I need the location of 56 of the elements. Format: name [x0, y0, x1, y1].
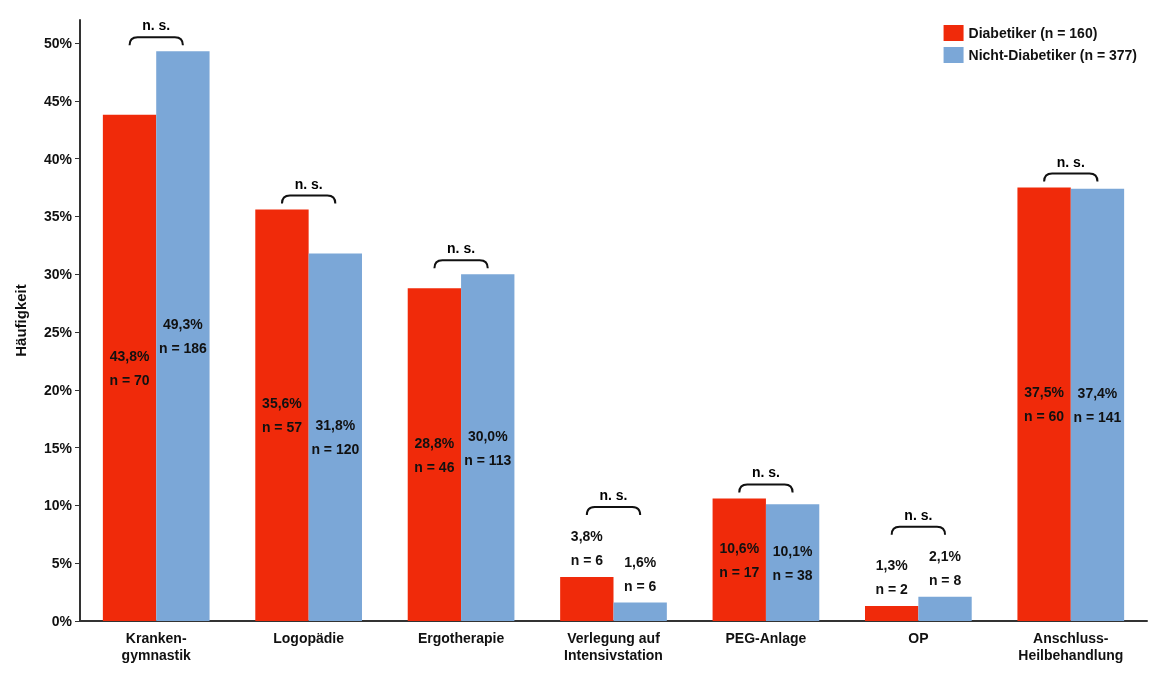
y-tick-label: 5% — [51, 555, 73, 572]
legend-label: Nicht-Diabetiker (n = 377) — [968, 47, 1137, 63]
bar — [765, 504, 820, 621]
x-tick-label: Ergotherapie — [417, 629, 505, 646]
y-tick-label: 10% — [43, 497, 73, 514]
bar — [255, 209, 309, 621]
bar — [712, 498, 766, 621]
legend-label: Diabetiker (n = 160) — [968, 25, 1098, 41]
y-tick-label: 15% — [43, 439, 73, 456]
bar — [613, 602, 667, 621]
y-tick-label: 50% — [43, 35, 73, 52]
data-label: 37,4% n = 141 — [1073, 384, 1122, 425]
y-tick-label: 45% — [43, 92, 73, 109]
y-tick-label: 0% — [51, 613, 73, 629]
data-label: 37,5% n = 60 — [1024, 384, 1065, 425]
bar — [156, 51, 210, 621]
data-label: 28,8% n = 46 — [414, 434, 455, 475]
y-axis-title: Häufigkeit — [12, 284, 29, 357]
y-tick-label: 25% — [43, 324, 73, 341]
data-label: 1,6% n = 6 — [624, 553, 657, 594]
bar — [560, 577, 614, 621]
data-label: 10,1% n = 38 — [772, 542, 813, 583]
x-tick-label: PEG-Anlage — [725, 629, 807, 646]
data-label: 2,1% n = 8 — [928, 547, 962, 588]
annotation: n. s. — [1056, 153, 1085, 170]
bar — [1070, 188, 1125, 621]
x-tick-label: Logopädie — [273, 629, 345, 646]
x-tick-label: Anschluss- Heilbehandlung — [1018, 629, 1124, 663]
bar — [102, 114, 157, 621]
x-tick-label: Verlegung auf Intensivstation — [564, 629, 663, 663]
annotation: n. s. — [751, 464, 780, 481]
annotation: n. s. — [142, 17, 171, 34]
data-label: 35,6% n = 57 — [261, 395, 303, 436]
data-label: 3,8% n = 6 — [570, 528, 604, 569]
bar — [918, 596, 972, 621]
data-label: 10,6% n = 17 — [719, 539, 760, 580]
y-tick-label: 35% — [43, 208, 73, 225]
bar — [865, 605, 919, 621]
y-tick-label: 40% — [43, 150, 73, 167]
y-tick-label: 20% — [43, 381, 73, 398]
bar — [461, 274, 515, 621]
data-label: 31,8% n = 120 — [311, 417, 360, 458]
y-tick-label: 30% — [43, 266, 73, 283]
x-tick-label: Kranken- gymnastik — [121, 629, 192, 663]
annotation: n. s. — [294, 175, 323, 192]
data-label: 30,0% n = 113 — [464, 427, 512, 468]
annotation: n. s. — [447, 240, 476, 257]
bar — [308, 253, 362, 621]
bar — [1017, 187, 1071, 621]
x-tick-label: OP — [908, 629, 929, 646]
data-label: 49,3% n = 186 — [158, 316, 208, 357]
annotation: n. s. — [599, 487, 628, 504]
data-label: 43,8% n = 70 — [109, 347, 150, 388]
bar — [407, 288, 462, 621]
data-label: 1,3% n = 2 — [875, 556, 909, 597]
annotation: n. s. — [904, 506, 933, 523]
